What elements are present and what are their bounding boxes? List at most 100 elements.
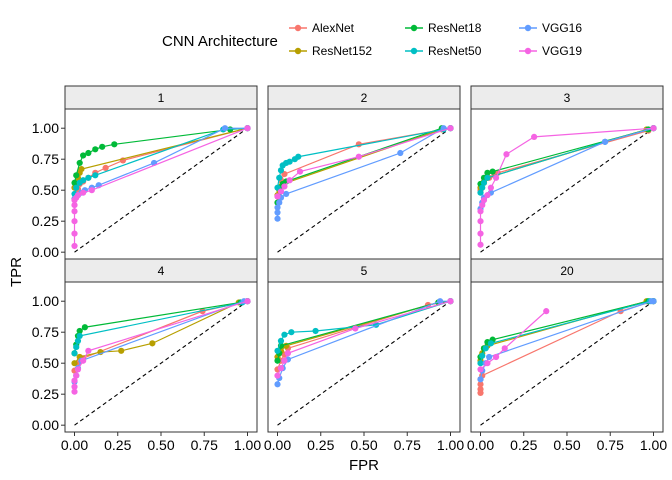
data-point xyxy=(447,125,454,132)
y-tick-label: 1.00 xyxy=(32,293,59,309)
series-vgg19 xyxy=(274,298,454,379)
data-point xyxy=(484,174,491,181)
data-point xyxy=(477,241,484,248)
data-point xyxy=(480,197,488,204)
x-tick-label: 0.00 xyxy=(61,437,88,453)
data-point xyxy=(149,340,156,347)
data-point xyxy=(501,345,508,352)
data-point xyxy=(85,149,92,157)
facet-strip-label: 20 xyxy=(560,264,574,278)
x-axis-label: FPR xyxy=(349,457,379,474)
legend-item: ResNet50 xyxy=(405,44,482,58)
data-point xyxy=(76,327,83,335)
data-point xyxy=(274,193,281,200)
data-point xyxy=(74,192,82,199)
y-tick-label: 0.75 xyxy=(32,324,59,340)
data-point xyxy=(71,242,78,250)
data-point xyxy=(477,381,484,388)
data-point xyxy=(274,357,281,364)
data-point xyxy=(650,298,657,305)
y-tick-label: 0.50 xyxy=(32,182,59,198)
data-point xyxy=(118,347,125,354)
x-tick-label: 0.25 xyxy=(307,437,334,453)
data-point xyxy=(274,209,281,216)
data-point xyxy=(71,208,78,215)
y-tick-label: 1.00 xyxy=(32,120,59,136)
data-point xyxy=(295,153,302,160)
data-point xyxy=(76,159,83,167)
data-point xyxy=(484,169,491,176)
data-point xyxy=(286,177,293,184)
data-point xyxy=(355,153,362,160)
legend-label: ResNet50 xyxy=(428,44,482,58)
data-point xyxy=(73,372,80,379)
data-point xyxy=(355,141,362,148)
x-tick-label: 0.00 xyxy=(467,437,494,453)
series-vgg19 xyxy=(274,125,454,200)
data-point xyxy=(71,230,78,237)
data-point xyxy=(92,146,99,153)
x-tick-label: 0.75 xyxy=(597,437,624,453)
data-point xyxy=(486,353,493,361)
data-point xyxy=(74,337,82,344)
data-point xyxy=(477,386,484,393)
data-point xyxy=(73,343,80,351)
legend-item: AlexNet xyxy=(289,21,355,35)
data-point xyxy=(221,125,229,132)
legend-point-key xyxy=(524,47,532,55)
y-tick-label: 0.25 xyxy=(32,386,59,402)
data-point xyxy=(76,332,83,340)
data-point xyxy=(71,201,78,209)
data-point xyxy=(296,168,304,175)
facet-panels: 1 0.00 0.25 0.50 0.75 1.00 2 3 4 0.00 0.25 0.50 0.75… xyxy=(32,85,667,453)
data-point xyxy=(482,345,489,352)
data-point xyxy=(80,152,87,159)
legend-label: VGG16 xyxy=(542,21,582,35)
series-vgg19 xyxy=(71,298,251,395)
data-point xyxy=(274,215,281,222)
data-point xyxy=(80,189,87,196)
legend-item: VGG19 xyxy=(519,44,582,58)
x-tick-label: 1.00 xyxy=(640,437,667,453)
series-vgg19 xyxy=(477,308,550,373)
data-point xyxy=(447,298,454,305)
data-point xyxy=(503,151,510,158)
data-point xyxy=(487,340,494,347)
diagonal-reference-line xyxy=(480,300,654,426)
data-point xyxy=(477,360,484,367)
data-point xyxy=(283,190,290,198)
data-point xyxy=(477,189,484,196)
data-point xyxy=(531,133,538,140)
data-point xyxy=(601,138,609,145)
legend-label: AlexNet xyxy=(312,21,355,35)
data-point xyxy=(286,158,293,165)
diagonal-reference-line xyxy=(74,127,248,253)
data-point xyxy=(71,218,78,225)
data-point xyxy=(480,179,488,186)
data-point xyxy=(288,329,295,336)
data-point xyxy=(277,365,285,372)
data-point xyxy=(71,350,78,357)
facet-strip-label: 3 xyxy=(564,91,571,105)
legend-point-key xyxy=(410,47,418,55)
facet-panel: 5 0.00 0.25 0.50 0.75 1.00 xyxy=(264,258,464,453)
data-point xyxy=(281,357,288,364)
data-point xyxy=(284,350,291,357)
legend-label: ResNet18 xyxy=(428,21,482,35)
legend-point-key xyxy=(294,24,302,32)
y-tick-label: 0.25 xyxy=(32,213,59,229)
data-point xyxy=(73,172,80,179)
y-tick-label: 0.50 xyxy=(32,355,59,371)
data-point xyxy=(352,325,359,332)
data-point xyxy=(484,360,491,367)
legend-point-key xyxy=(524,24,532,32)
facet-strip-label: 5 xyxy=(361,264,368,278)
data-point xyxy=(71,383,78,390)
x-tick-label: 0.50 xyxy=(350,437,377,453)
data-point xyxy=(487,184,494,191)
data-point xyxy=(397,149,404,157)
data-point xyxy=(477,218,484,225)
data-point xyxy=(88,187,95,194)
legend-point-key xyxy=(410,24,418,32)
legend-label: ResNet152 xyxy=(312,44,372,58)
